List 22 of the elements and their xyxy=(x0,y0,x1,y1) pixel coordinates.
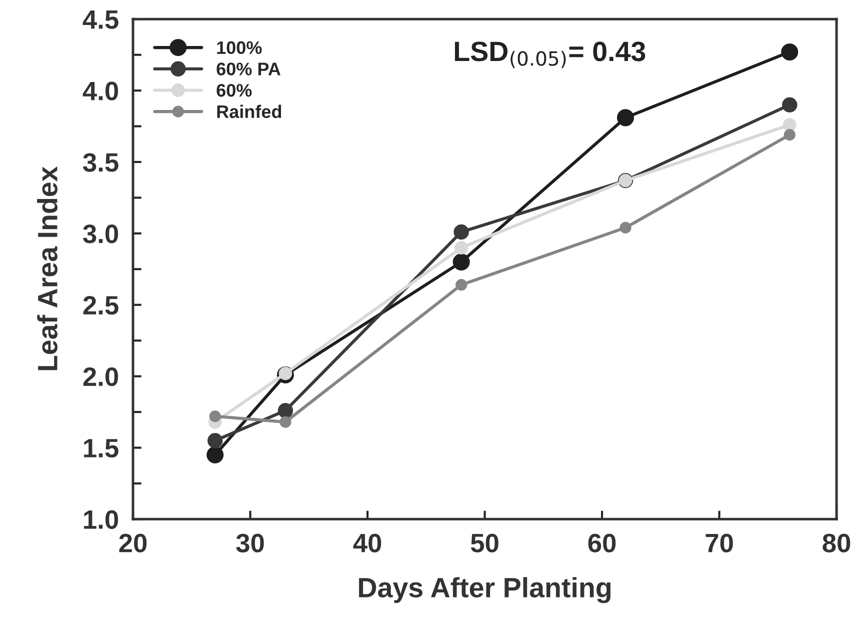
legend-label: Rainfed xyxy=(217,104,282,118)
y-tick-label: 3.5 xyxy=(83,153,118,172)
x-tick-label: 20 xyxy=(119,534,147,552)
y-tick-label: 1.0 xyxy=(84,510,118,529)
x-tick-label: 60 xyxy=(588,534,616,552)
x-tick-label: 30 xyxy=(236,534,264,552)
y-tick-label: 1.5 xyxy=(84,439,118,458)
x-tick-label: 80 xyxy=(822,534,850,552)
legend-label: 60% PA xyxy=(216,62,280,76)
legend-label: 60% xyxy=(216,84,252,97)
y-tick-label: 2.5 xyxy=(83,296,118,315)
x-axis-title: Days After Planting xyxy=(359,577,611,604)
y-axis-title: Leaf Area Index xyxy=(37,166,58,370)
y-tick-label: 3.0 xyxy=(83,224,118,244)
x-tick-label: 70 xyxy=(706,534,733,552)
annotation: LSD$_{(0.05)}$= 0.43 xyxy=(454,42,646,68)
y-tick-label: 4.0 xyxy=(82,82,118,100)
x-tick-label: 50 xyxy=(470,534,498,552)
y-tick-label: 4.5 xyxy=(82,10,118,29)
x-tick-label: 40 xyxy=(353,534,382,552)
legend-label: 100% xyxy=(217,41,262,54)
y-tick-label: 2.0 xyxy=(83,367,118,386)
